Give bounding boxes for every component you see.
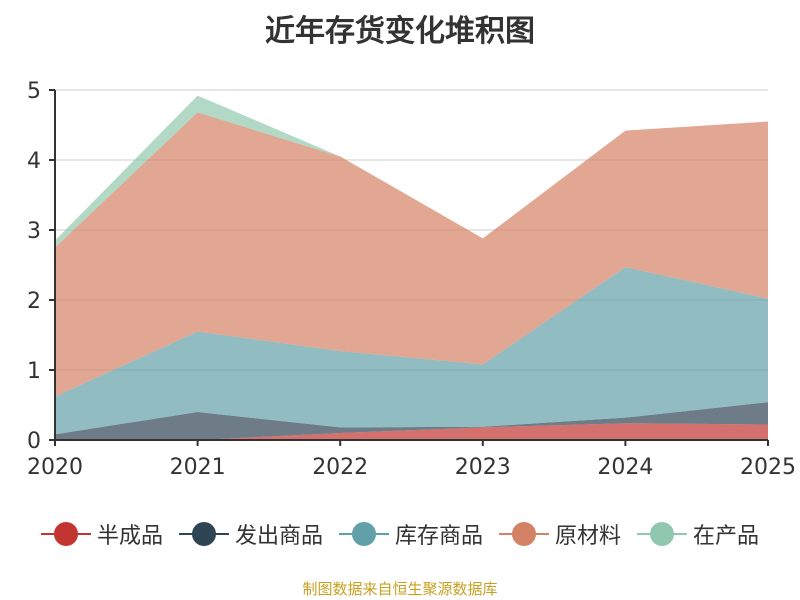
y-tick-label: 1: [27, 359, 41, 384]
y-tick-label: 0: [27, 429, 41, 454]
legend-marker-icon: [178, 522, 229, 546]
area-3: [55, 112, 768, 397]
legend-item[interactable]: 库存商品: [338, 518, 483, 550]
area-2: [55, 267, 768, 435]
legend-item[interactable]: 发出商品: [178, 518, 323, 550]
x-tick-label: 2024: [597, 455, 653, 480]
x-tick-label: 2022: [312, 455, 368, 480]
legend-label: 原材料: [555, 524, 622, 549]
y-tick-label: 3: [27, 219, 41, 244]
legend-label: 在产品: [693, 524, 760, 549]
legend-item[interactable]: 半成品: [40, 518, 163, 550]
chart-title: 近年存货变化堆积图: [265, 14, 535, 49]
legend-item[interactable]: 在产品: [637, 518, 759, 550]
source-note: 制图数据来自恒生聚源数据库: [302, 580, 498, 598]
area-0: [55, 423, 768, 440]
x-tick-label: 2020: [27, 455, 83, 480]
x-tick-label: 2021: [170, 455, 226, 480]
area-1: [55, 402, 768, 440]
legend-marker-icon: [637, 522, 688, 546]
legend-marker-icon: [338, 522, 389, 546]
legend-marker-icon: [40, 522, 91, 546]
y-tick-label: 4: [27, 149, 41, 174]
x-tick-label: 2023: [455, 455, 511, 480]
legend-label: 发出商品: [234, 524, 323, 549]
y-tick-label: 5: [27, 79, 41, 104]
legend-label: 库存商品: [394, 524, 483, 549]
legend: 半成品 发出商品 库存商品 原材料 在产品: [0, 518, 800, 550]
legend-item[interactable]: 原材料: [499, 518, 621, 550]
legend-label: 半成品: [96, 524, 163, 549]
stacked-area-chart: 0 1 2 3 4 5 2020 2021 2022 2023 2024 2025: [27, 79, 796, 480]
legend-marker-icon: [499, 522, 549, 546]
x-tick-label: 2025: [740, 455, 796, 480]
y-tick-label: 2: [27, 289, 41, 314]
